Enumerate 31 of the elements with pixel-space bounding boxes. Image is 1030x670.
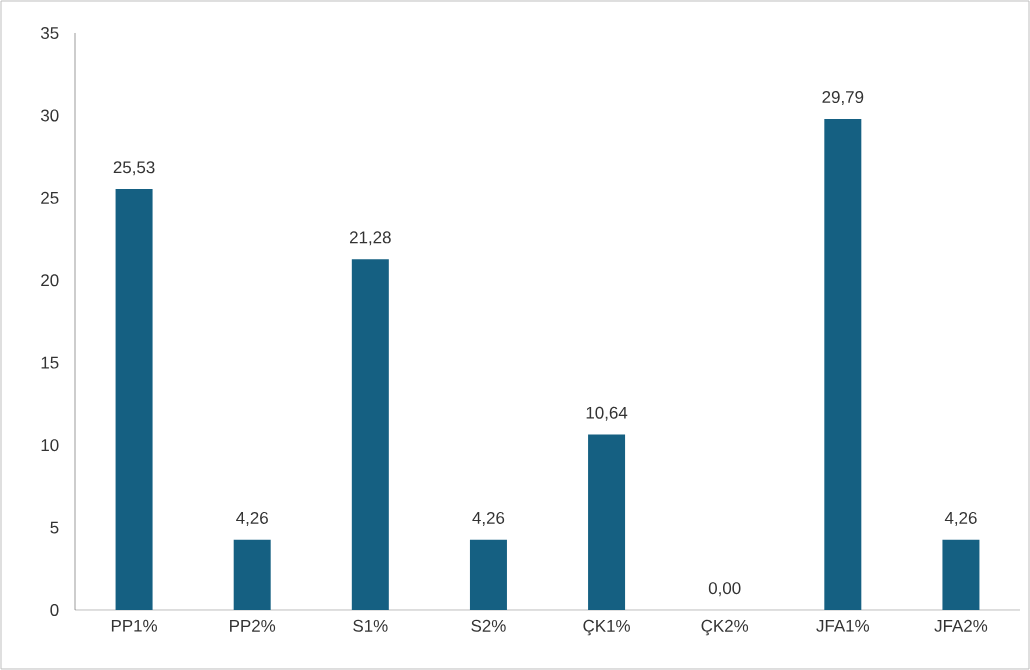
y-tick-label: 5 [50,521,59,534]
bar [115,189,153,610]
bar [824,118,862,610]
bar [469,539,507,610]
y-tick-label: 10 [41,439,59,452]
x-tick-label: S2% [471,619,506,632]
data-label: 21,28 [349,231,391,246]
bar [233,539,271,610]
x-tick-label: S1% [353,619,388,632]
bar [942,539,980,610]
y-tick-label: 30 [40,109,59,122]
y-tick-label: 15 [41,356,59,369]
y-tick-label: 35 [40,26,59,39]
x-tick-label: PP2% [230,619,276,632]
data-label: 4,26 [944,511,977,526]
y-tick-label: 0 [50,603,59,616]
data-label: 4,26 [472,511,505,526]
data-label: 25,53 [113,161,155,176]
x-tick-label: PP1% [111,619,157,632]
x-tick-label: ÇK1% [583,619,630,636]
y-tick-label: 25 [41,191,59,204]
data-label: 29,79 [822,91,864,106]
x-tick-label: ÇK2% [701,619,749,636]
data-label: 4,26 [236,511,268,526]
x-tick-label: JFA2% [934,619,988,632]
bar [588,434,626,610]
y-tick-label: 20 [41,274,59,287]
bar [351,259,389,610]
data-label: 0,00 [708,582,741,597]
x-tick-label: JFA1% [816,619,870,632]
data-label: 10,64 [586,406,628,421]
